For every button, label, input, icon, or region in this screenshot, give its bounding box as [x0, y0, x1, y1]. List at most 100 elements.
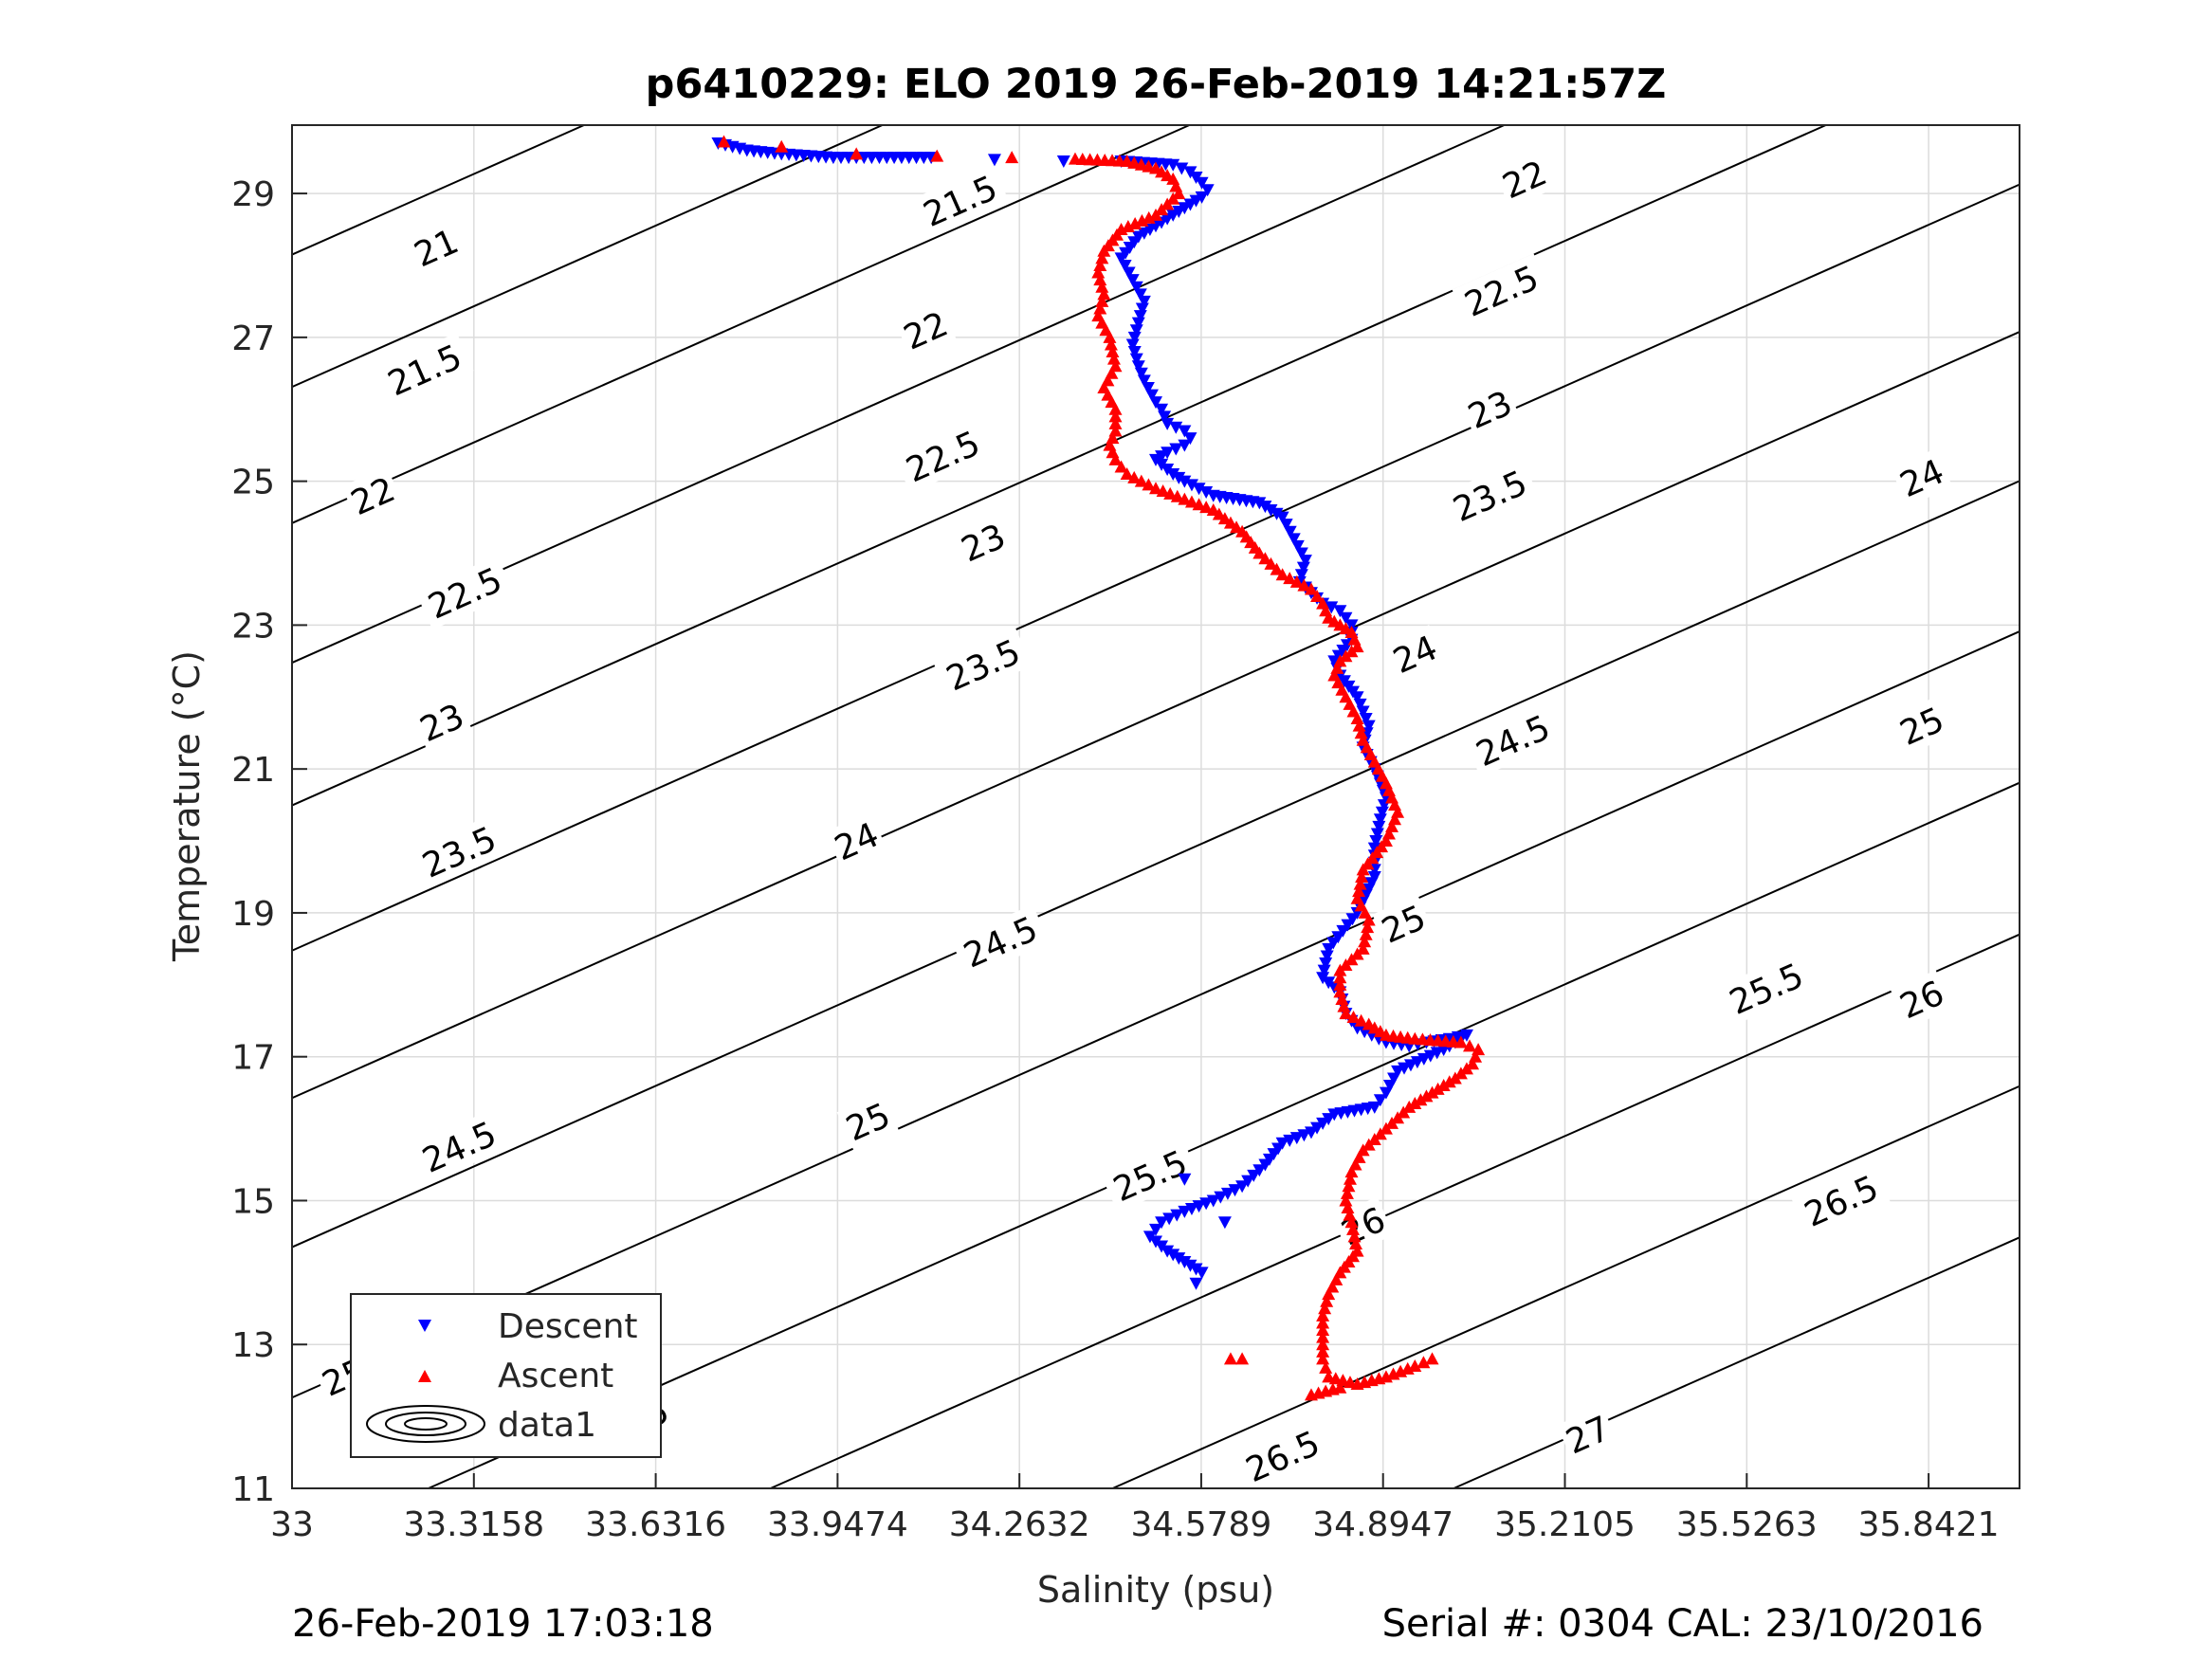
- footer-timestamp: 26-Feb-2019 17:03:18: [292, 1602, 714, 1646]
- ascent-point: [1172, 187, 1186, 200]
- x-tick-label: 34.5789: [1130, 1505, 1271, 1544]
- y-axis-label: Temperature (°C): [166, 650, 208, 962]
- ascent-trace-marker: [1106, 446, 1120, 459]
- ascent-trace-marker: [1343, 1376, 1357, 1389]
- descent-trace-marker: [1290, 539, 1305, 553]
- contour-label-background: [1458, 380, 1521, 439]
- contour-label-background: [1891, 970, 1953, 1029]
- ascent-trace-marker: [1381, 827, 1396, 840]
- ascent-trace-marker: [1348, 1158, 1362, 1171]
- ascent-point: [1005, 151, 1019, 164]
- contour-label: 22: [1493, 150, 1556, 209]
- descent-trace-marker: [1175, 162, 1189, 175]
- density-contour-line: [291, 124, 1827, 807]
- descent-trace-marker: [1220, 1187, 1234, 1200]
- descent-point: [1161, 1245, 1175, 1258]
- contour-label-background: [1452, 253, 1551, 328]
- ascent-point: [1316, 1330, 1330, 1343]
- ascent-trace-marker: [1258, 552, 1272, 565]
- ascent-trace-marker: [1352, 884, 1366, 898]
- contour-label-background: [893, 418, 993, 494]
- contour-label-text: 23: [1463, 384, 1519, 437]
- descent-point: [1183, 432, 1197, 446]
- contour-label: 27: [1556, 1405, 1619, 1464]
- ascent-trace-marker: [1316, 1316, 1330, 1329]
- ascent-trace-marker: [1170, 489, 1184, 502]
- contour-label: 24: [825, 811, 887, 870]
- descent-series: [711, 137, 1473, 1290]
- contour-label: 23.5: [1440, 458, 1540, 533]
- descent-trace-marker: [1169, 443, 1183, 456]
- descent-trace-marker: [1296, 561, 1310, 574]
- contour-label: 23: [952, 513, 1015, 572]
- descent-trace-marker: [1346, 685, 1361, 699]
- grid-lines: [292, 125, 2020, 1488]
- ascent-trace-marker: [1333, 977, 1347, 991]
- contour-label: 22.5: [893, 418, 993, 494]
- descent-trace-marker: [1161, 463, 1175, 476]
- ascent-trace-marker: [1316, 1338, 1330, 1351]
- descent-trace-marker: [1129, 281, 1143, 294]
- descent-trace-marker: [1325, 601, 1339, 614]
- ascent-trace-marker: [1121, 219, 1135, 232]
- ascent-trace-marker: [1319, 604, 1333, 617]
- ascent-trace-marker: [1108, 416, 1123, 429]
- descent-point: [1131, 317, 1145, 330]
- descent-trace-marker: [1184, 479, 1198, 492]
- descent-trace-marker: [1199, 486, 1214, 500]
- descent-trace-marker: [1398, 1062, 1412, 1075]
- descent-point: [1195, 176, 1209, 190]
- ascent-trace-marker: [1106, 352, 1121, 365]
- descent-trace-marker: [1241, 1175, 1255, 1188]
- descent-trace-marker: [1316, 1117, 1330, 1130]
- ascent-trace-marker: [1361, 857, 1375, 870]
- descent-trace-marker: [1192, 483, 1206, 496]
- ascent-trace-marker: [1161, 197, 1175, 210]
- ascent-trace-marker: [1343, 1172, 1357, 1185]
- descent-trace-marker: [1310, 1121, 1325, 1135]
- footer-serial-cal: Serial #: 0304 CAL: 23/10/2016: [1381, 1602, 1983, 1646]
- descent-point: [1189, 1277, 1203, 1290]
- legend: Descent Ascent data1: [350, 1293, 662, 1458]
- contour-label-text: 25: [1377, 899, 1433, 952]
- x-tick-label: 33.3158: [403, 1505, 544, 1544]
- ascent-trace-marker: [1385, 1116, 1399, 1129]
- legend-box: [350, 1293, 662, 1458]
- ascent-trace-marker: [1352, 719, 1366, 732]
- x-axis-ticks: 33 33.3158 33.6316 33.9474 34.2632 34.5789 34.…: [270, 1473, 2000, 1544]
- ascent-trace-marker: [1400, 1361, 1415, 1375]
- descent-trace-marker: [1155, 450, 1169, 464]
- density-contour-line: [291, 331, 2020, 1100]
- contour-label-background: [836, 1092, 900, 1151]
- descent-trace-marker: [1294, 569, 1308, 582]
- ascent-trace-marker: [1462, 1039, 1476, 1052]
- ascent-trace-marker: [1093, 273, 1107, 286]
- density-contour-line: [428, 781, 2020, 1489]
- ascent-trace-marker: [1320, 1294, 1334, 1307]
- contour-label: 25: [836, 1092, 900, 1151]
- ascent-series: [717, 135, 1486, 1401]
- descent-point: [1333, 605, 1347, 618]
- x-tick-label: 33.6316: [585, 1505, 726, 1544]
- descent-trace-marker: [1410, 1056, 1424, 1069]
- descent-trace-marker: [733, 142, 747, 155]
- contour-label: 25.5: [1716, 951, 1816, 1026]
- descent-point: [1178, 439, 1192, 452]
- contour-label-background: [910, 163, 1010, 238]
- contour-label-background: [933, 627, 1033, 702]
- x-tick-label: 34.8947: [1312, 1505, 1453, 1544]
- contour-label: 23.5: [933, 627, 1033, 702]
- ascent-trace-marker: [1341, 1201, 1355, 1214]
- descent-point: [1155, 1216, 1169, 1230]
- ascent-trace-marker: [1093, 258, 1107, 271]
- x-tick-label: 33: [270, 1505, 314, 1544]
- ascent-point: [1344, 1165, 1359, 1178]
- contour-label: 21: [405, 218, 467, 277]
- ascent-trace-marker: [1340, 1186, 1354, 1199]
- ascent-trace-marker: [1101, 239, 1115, 252]
- x-tick-label: 34.2632: [949, 1505, 1090, 1544]
- descent-trace-marker: [1155, 1240, 1169, 1253]
- ascent-trace-marker: [1142, 478, 1156, 491]
- ascent-trace-marker: [1358, 935, 1372, 948]
